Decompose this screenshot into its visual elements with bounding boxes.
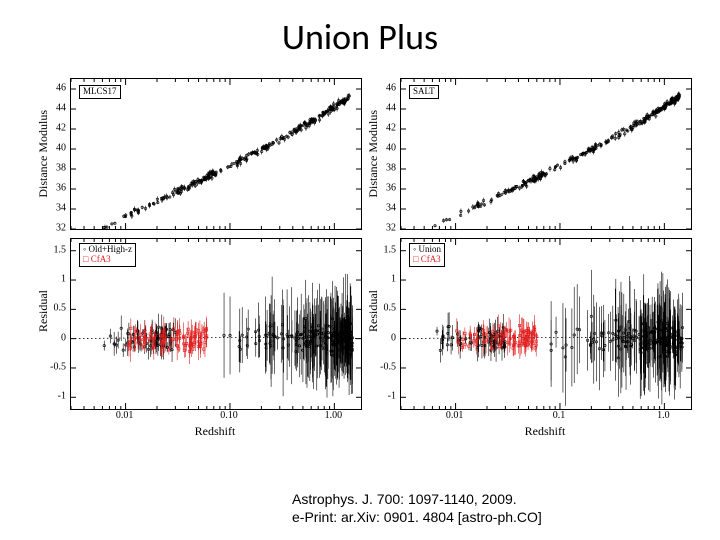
yticks-left-bot: -1-0.500.511.5 xyxy=(44,238,68,408)
yticks-left-top: 3234363840424446 xyxy=(44,78,68,228)
panel-right-top: SALT xyxy=(400,78,692,230)
panel-right-bot: ◦ Union □ CfA3 xyxy=(400,238,692,410)
legend-left-bot: ◦ Old+High-z □ CfA3 xyxy=(79,243,136,267)
xlabel-right: Redshift xyxy=(400,424,690,439)
legend-left-top: MLCS17 xyxy=(79,85,121,99)
panel-left-bot: ◦ Old+High-z □ CfA3 xyxy=(70,238,362,410)
page-title: Union Plus xyxy=(0,15,720,59)
yticks-right-bot: -1-0.500.511.5 xyxy=(374,238,398,408)
panel-left-top: MLCS17 xyxy=(70,78,362,230)
xticks-right: 0.010.11.0 xyxy=(400,410,690,424)
citation: Astrophys. J. 700: 1097-1140, 2009. e-Pr… xyxy=(292,491,542,526)
xlabel-left: Redshift xyxy=(70,424,360,439)
citation-line1: Astrophys. J. 700: 1097-1140, 2009. xyxy=(292,491,542,509)
yticks-right-top: 3234363840424446 xyxy=(374,78,398,228)
citation-line2: e-Print: ar.Xiv: 0901. 4804 [astro-ph.CO… xyxy=(292,509,542,527)
legend-right-bot: ◦ Union □ CfA3 xyxy=(409,243,445,267)
legend-right-top: SALT xyxy=(409,85,439,99)
xticks-left: 0.010.101.00 xyxy=(70,410,360,424)
